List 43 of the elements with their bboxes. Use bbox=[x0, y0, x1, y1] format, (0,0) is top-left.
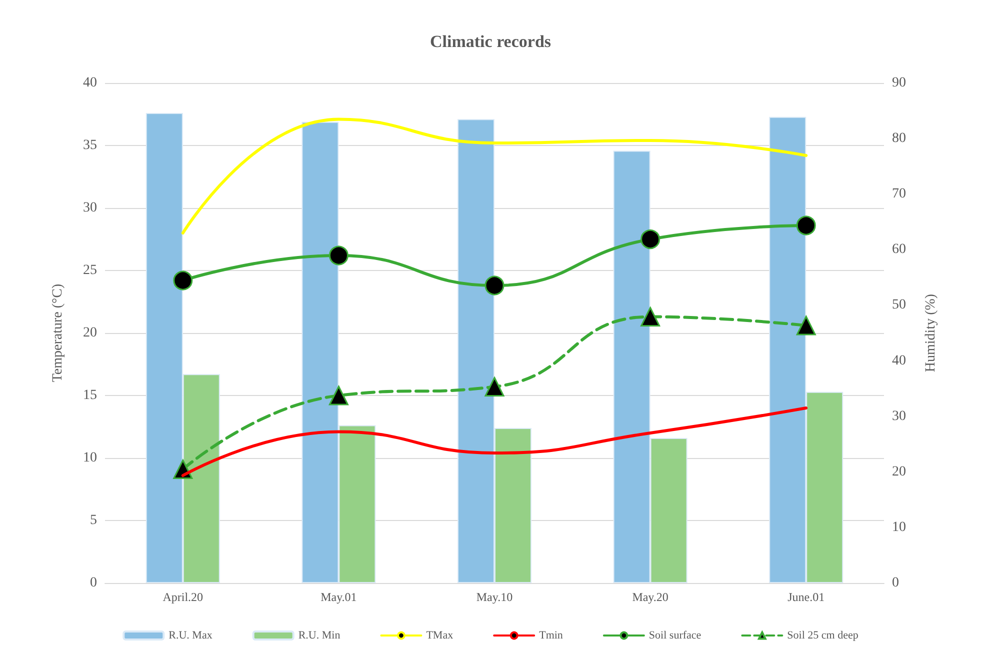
y2-tick-label: 0 bbox=[892, 576, 899, 590]
x-tick-label: May.10 bbox=[476, 590, 513, 604]
y2-tick-label: 80 bbox=[892, 131, 906, 146]
y2-tick-label: 30 bbox=[892, 408, 906, 424]
y2-tick-label: 70 bbox=[892, 186, 906, 202]
legend-label: TMax bbox=[426, 630, 454, 642]
x-tick-label: June.01 bbox=[788, 590, 825, 604]
y2-tick-label: 90 bbox=[892, 76, 906, 90]
point bbox=[328, 246, 348, 266]
point bbox=[484, 276, 504, 296]
legend-label: R.U. Max bbox=[168, 630, 213, 642]
y-tick-label: 20 bbox=[83, 326, 97, 340]
point bbox=[796, 316, 816, 336]
legend-label: Soil surface bbox=[648, 630, 702, 642]
y-tick-label: 40 bbox=[83, 76, 97, 90]
y-tick-label: 15 bbox=[83, 388, 97, 403]
y2-tick-label: 10 bbox=[892, 520, 906, 535]
y-tick-label: 10 bbox=[83, 450, 97, 466]
y-tick-label: 35 bbox=[83, 138, 97, 153]
x-tick-label: May.01 bbox=[320, 590, 357, 604]
y2-axis-title: Humidity (%) bbox=[924, 294, 938, 372]
point bbox=[640, 230, 660, 249]
x-tick-label: April.20 bbox=[162, 590, 204, 604]
line-series bbox=[181, 118, 808, 234]
y-tick-label: 0 bbox=[90, 576, 97, 590]
y-tick-label: 5 bbox=[90, 513, 97, 528]
point bbox=[173, 270, 193, 290]
point bbox=[640, 307, 660, 326]
legend-label: Tmin bbox=[539, 630, 564, 642]
y2-tick-label: 20 bbox=[892, 464, 906, 480]
point bbox=[328, 386, 348, 406]
chart-title: Climatic records bbox=[430, 32, 552, 51]
y-tick-label: 30 bbox=[83, 200, 97, 216]
y-tick-label: 25 bbox=[83, 263, 97, 278]
y2-tick-label: 60 bbox=[892, 242, 906, 258]
x-tick-label: May.20 bbox=[632, 590, 668, 604]
legend-label: R.U. Min bbox=[298, 630, 341, 642]
y2-tick-label: 50 bbox=[892, 298, 906, 313]
y2-tick-label: 40 bbox=[892, 353, 906, 368]
point bbox=[484, 377, 504, 396]
point bbox=[796, 216, 816, 236]
y-axis-title: Temperature (°C) bbox=[50, 284, 66, 382]
legend-label: Soil 25 cm deep bbox=[787, 630, 859, 642]
